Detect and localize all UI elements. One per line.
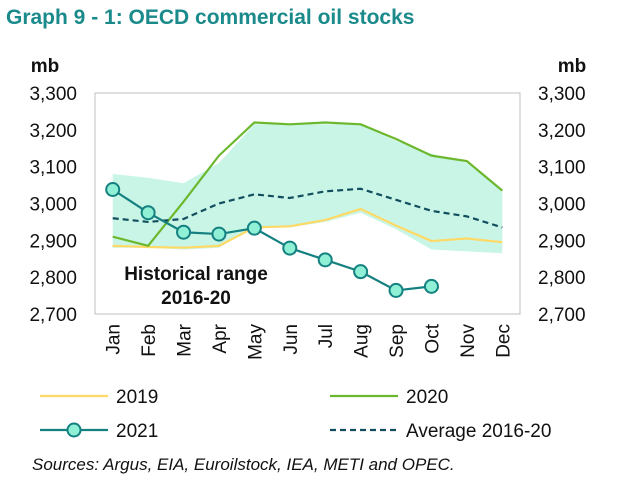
series-point-2021 <box>353 264 369 280</box>
y-axis-unit-right: mb <box>558 56 587 77</box>
legend-label-2019: 2019 <box>116 387 158 408</box>
y-tick-right-label: 2,900 <box>538 231 586 252</box>
x-tick-label: Jul <box>316 324 337 348</box>
series-point-2021 <box>282 240 298 256</box>
series-point-2021 <box>211 226 227 242</box>
x-tick-label: Mar <box>175 323 196 356</box>
x-tick-label: Oct <box>422 323 443 353</box>
y-tick-right-label: 3,000 <box>538 195 586 216</box>
series-point-2021 <box>388 282 404 298</box>
series-line-2020 <box>112 121 503 247</box>
x-tick-label: Jun <box>281 324 302 355</box>
y-tick-right-label: 3,300 <box>538 84 586 105</box>
historical-range-years-label: 2016-20 <box>161 288 231 309</box>
x-tick-label: Dec <box>493 324 514 358</box>
y-tick-left-label: 2,800 <box>29 268 77 289</box>
historical-range-band <box>112 124 503 254</box>
x-tick-label: Apr <box>210 323 231 353</box>
y-tick-right-label: 2,800 <box>538 268 586 289</box>
y-tick-right-label: 3,200 <box>538 121 586 142</box>
sources-note: Sources: Argus, EIA, Euroilstock, IEA, M… <box>32 455 455 474</box>
plot-area-frame <box>94 92 521 315</box>
y-tick-right-label: 3,100 <box>538 158 586 179</box>
x-tick-label: Aug <box>352 324 373 358</box>
y-tick-left-label: 3,300 <box>29 84 77 105</box>
series-point-2021 <box>423 278 439 294</box>
x-tick-label: Nov <box>458 324 479 358</box>
y-tick-left-label: 2,700 <box>29 305 77 326</box>
series-line-2021 <box>112 188 432 292</box>
series-line-2019 <box>112 207 503 249</box>
y-tick-left-label: 3,200 <box>29 121 77 142</box>
legend-marker-2021 <box>66 422 82 438</box>
legend-label-2020: 2020 <box>406 387 448 408</box>
x-tick-label: May <box>245 324 266 360</box>
historical-range-label: Historical range <box>124 264 268 285</box>
legend-label-average-2016-20: Average 2016-20 <box>406 421 551 442</box>
x-tick-label: Jan <box>104 324 125 355</box>
x-tick-label: Sep <box>387 324 408 358</box>
y-tick-right-label: 2,700 <box>538 305 586 326</box>
legend-label-2021: 2021 <box>116 421 158 442</box>
y-axis-unit-left: mb <box>31 56 60 77</box>
series-point-2021 <box>176 224 192 240</box>
y-tick-left-label: 3,000 <box>29 195 77 216</box>
x-tick-label: Feb <box>139 324 160 357</box>
series-point-2021 <box>140 205 156 221</box>
series-line-average-2016-20 <box>112 187 503 229</box>
series-point-2021 <box>246 220 262 236</box>
y-tick-left-label: 2,900 <box>29 231 77 252</box>
chart-title: Graph 9 - 1: OECD commercial oil stocks <box>6 6 415 29</box>
y-tick-left-label: 3,100 <box>29 158 77 179</box>
series-point-2021 <box>105 182 121 198</box>
series-point-2021 <box>317 252 333 268</box>
